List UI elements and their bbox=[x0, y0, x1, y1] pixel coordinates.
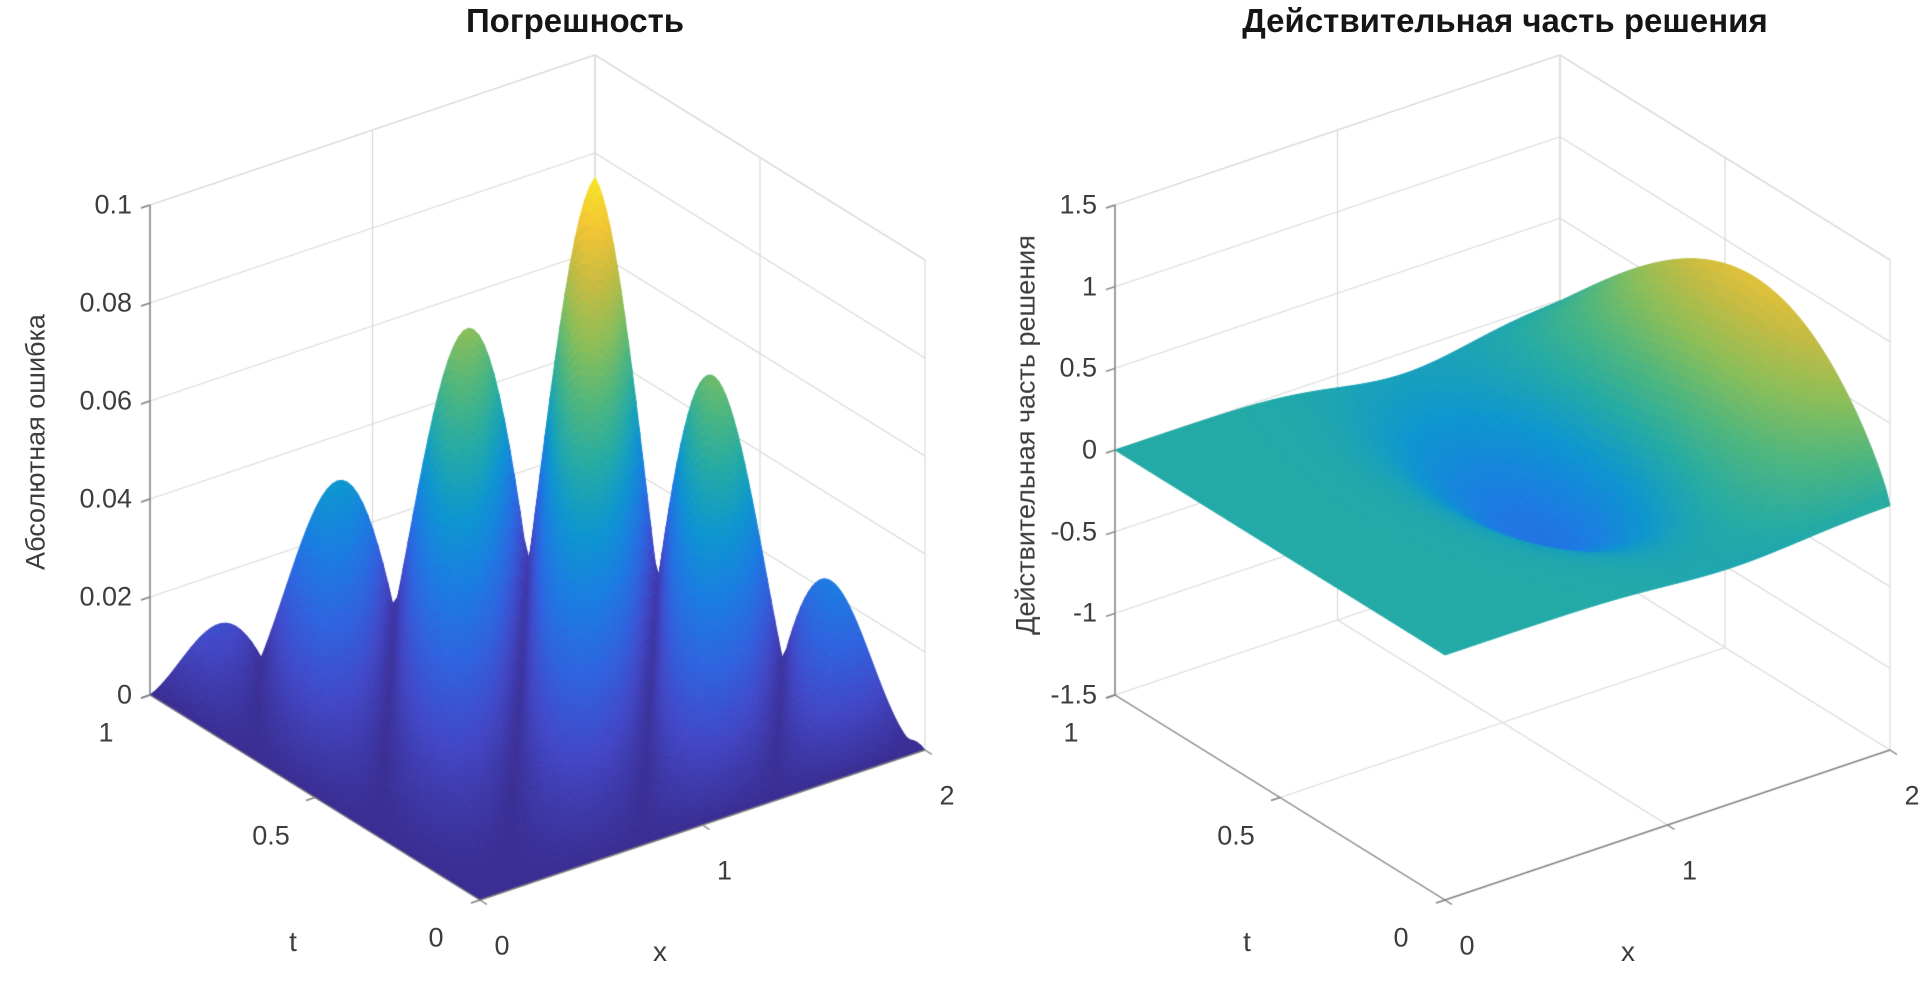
plot-title-error: Погрешность bbox=[465, 2, 685, 39]
xaxis-label-left: x bbox=[653, 936, 667, 967]
tick-label: 1 bbox=[98, 717, 114, 748]
tick-label: 0.5 bbox=[1217, 820, 1255, 850]
tick-label: 0 bbox=[1393, 922, 1409, 953]
tick-label: 0 bbox=[494, 930, 510, 961]
tick-label: -1.5 bbox=[1050, 679, 1097, 710]
tick-label: 0 bbox=[1081, 434, 1097, 465]
tick-label: 0.1 bbox=[94, 189, 132, 220]
tick-label: 2 bbox=[1904, 780, 1920, 811]
tick-label: 0 bbox=[428, 922, 444, 953]
taxis-label-right: t bbox=[1243, 926, 1251, 957]
tick-label: 1 bbox=[1063, 717, 1079, 748]
tick-label: 1 bbox=[1681, 855, 1698, 886]
tick-label: 0.08 bbox=[79, 287, 132, 318]
tick-label: 1 bbox=[1081, 271, 1097, 302]
tick-label: 1.5 bbox=[1059, 189, 1097, 220]
tick-label: 2 bbox=[939, 780, 955, 811]
tick-label: 1 bbox=[716, 855, 733, 886]
zaxis-label-error: Абсолютная ошибка bbox=[20, 314, 51, 570]
tick-label: 0.5 bbox=[252, 820, 290, 850]
plot-title-real-part: Действительная часть решения bbox=[1242, 2, 1768, 39]
xaxis-label-right: x bbox=[1621, 936, 1635, 967]
tick-label: 0.04 bbox=[79, 483, 132, 514]
tick-label: 0 bbox=[1459, 930, 1475, 961]
zaxis-label-real-part: Действительная часть решения bbox=[1010, 235, 1041, 635]
tick-label: -1 bbox=[1072, 597, 1097, 628]
taxis-label-left: t bbox=[289, 926, 297, 957]
tick-label: 0 bbox=[116, 679, 132, 710]
tick-label: 0.06 bbox=[79, 385, 132, 416]
tick-label: 0.5 bbox=[1059, 352, 1097, 383]
tick-label: 0.02 bbox=[79, 581, 132, 612]
tick-label: -0.5 bbox=[1050, 516, 1097, 547]
